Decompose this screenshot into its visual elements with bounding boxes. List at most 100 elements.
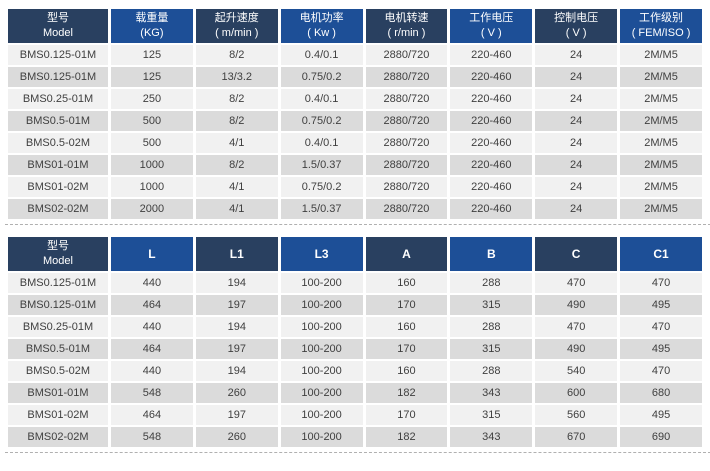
model-cell: BMS02-02M [8,199,108,219]
column-header-L: L [111,237,193,271]
value-cell: 0.4/0.1 [280,133,363,153]
value-cell: 500 [111,111,193,131]
value-cell: 182 [365,383,448,403]
value-cell: 1000 [111,155,193,175]
column-header-model: 型号 Model [8,237,108,271]
value-cell: 170 [365,339,448,359]
value-cell: 220-460 [450,67,533,87]
table-row: BMS01-02M 1000 4/1 0.75/0.2 2880/720 220-460 2… [8,177,702,197]
value-cell: 24 [535,45,618,65]
hoist-spec-sheet: 型号 Model 载重量 (KG) 起升速度( m/min ) 电机功率( Kw ) 电机转… [5,9,710,453]
value-cell: 100-200 [280,339,363,359]
dimensions-table-body: BMS0.125-01M 440 194 100-200 160 288 470 470 BMS… [8,273,702,447]
value-cell: 1.5/0.37 [280,155,363,175]
value-cell: 8/2 [195,89,278,109]
value-cell: 160 [365,317,448,337]
value-cell: 24 [535,133,618,153]
value-cell: 2880/720 [365,199,448,219]
value-cell: 2880/720 [365,111,448,131]
value-cell: 0.4/0.1 [280,45,363,65]
table-row: BMS0.5-02M 440 194 100-200 160 288 540 470 [8,361,702,381]
value-cell: 160 [365,361,448,381]
value-cell: 500 [111,133,193,153]
value-cell: 194 [195,273,278,293]
value-cell: 670 [535,427,618,447]
value-cell: 600 [535,383,618,403]
value-cell: 125 [111,45,193,65]
table-row: BMS01-01M 1000 8/2 1.5/0.37 2880/720 220-460 2… [8,155,702,175]
value-cell: 220-460 [450,45,533,65]
value-cell: 680 [620,383,702,403]
value-cell: 495 [620,295,702,315]
value-cell: 100-200 [280,361,363,381]
value-cell: 690 [620,427,702,447]
table-row: BMS0.125-01M 125 8/2 0.4/0.1 2880/720 220-460… [8,45,702,65]
table-row: BMS01-02M 464 197 100-200 170 315 560 495 [8,405,702,425]
value-cell: 2880/720 [365,133,448,153]
value-cell: 100-200 [280,427,363,447]
value-cell: 1.5/0.37 [280,199,363,219]
model-cell: BMS0.125-01M [8,273,108,293]
dimensions-spec-table: 型号 Model L L1 L3 A B C C1 BMS0.125-01M 440 194 100-… [5,235,705,449]
dimensions-table-header: 型号 Model L L1 L3 A B C C1 [8,237,702,271]
column-header-working-class: 工作级别( FEM/ISO ) [620,9,702,43]
column-header-L1: L1 [195,237,278,271]
value-cell: 288 [450,361,533,381]
value-cell: 197 [195,405,278,425]
value-cell: 100-200 [280,383,363,403]
value-cell: 194 [195,361,278,381]
model-cell: BMS0.5-01M [8,339,108,359]
value-cell: 2M/M5 [620,111,702,131]
value-cell: 2M/M5 [620,67,702,87]
value-cell: 2M/M5 [620,199,702,219]
value-cell: 0.75/0.2 [280,111,363,131]
value-cell: 2000 [111,199,193,219]
model-cell: BMS0.25-01M [8,89,108,109]
value-cell: 125 [111,67,193,87]
value-cell: 490 [535,295,618,315]
value-cell: 2880/720 [365,89,448,109]
value-cell: 220-460 [450,199,533,219]
value-cell: 464 [111,405,193,425]
value-cell: 4/1 [195,133,278,153]
performance-table-header: 型号 Model 载重量 (KG) 起升速度( m/min ) 电机功率( Kw ) 电机转… [8,9,702,43]
table-row: BMS0.5-02M 500 4/1 0.4/0.1 2880/720 220-460 24… [8,133,702,153]
value-cell: 2M/M5 [620,155,702,175]
value-cell: 470 [620,273,702,293]
value-cell: 220-460 [450,89,533,109]
value-cell: 1000 [111,177,193,197]
column-header-motor-power: 电机功率( Kw ) [280,9,363,43]
value-cell: 288 [450,273,533,293]
model-cell: BMS0.5-02M [8,133,108,153]
value-cell: 560 [535,405,618,425]
model-cell: BMS01-02M [8,405,108,425]
value-cell: 470 [620,361,702,381]
value-cell: 24 [535,67,618,87]
value-cell: 343 [450,383,533,403]
value-cell: 470 [620,317,702,337]
performance-table-body: BMS0.125-01M 125 8/2 0.4/0.1 2880/720 220-460… [8,45,702,219]
value-cell: 2M/M5 [620,133,702,153]
model-cell: BMS01-02M [8,177,108,197]
value-cell: 170 [365,295,448,315]
model-cell: BMS0.125-01M [8,67,108,87]
table-row: BMS02-02M 2000 4/1 1.5/0.37 2880/720 220-460 2… [8,199,702,219]
table-row: BMS0.5-01M 500 8/2 0.75/0.2 2880/720 220-460 2… [8,111,702,131]
value-cell: 220-460 [450,111,533,131]
value-cell: 194 [195,317,278,337]
value-cell: 24 [535,111,618,131]
divider-line [5,224,710,225]
column-header-A: A [365,237,448,271]
value-cell: 100-200 [280,273,363,293]
model-cell: BMS0.5-02M [8,361,108,381]
table-row: BMS0.25-01M 250 8/2 0.4/0.1 2880/720 220-460 2… [8,89,702,109]
value-cell: 2880/720 [365,155,448,175]
value-cell: 464 [111,339,193,359]
value-cell: 4/1 [195,177,278,197]
model-cell: BMS0.125-01M [8,295,108,315]
value-cell: 0.4/0.1 [280,89,363,109]
value-cell: 8/2 [195,155,278,175]
value-cell: 100-200 [280,295,363,315]
column-header-control-voltage: 控制电压( V ) [535,9,618,43]
table-row: BMS0.5-01M 464 197 100-200 170 315 490 495 [8,339,702,359]
